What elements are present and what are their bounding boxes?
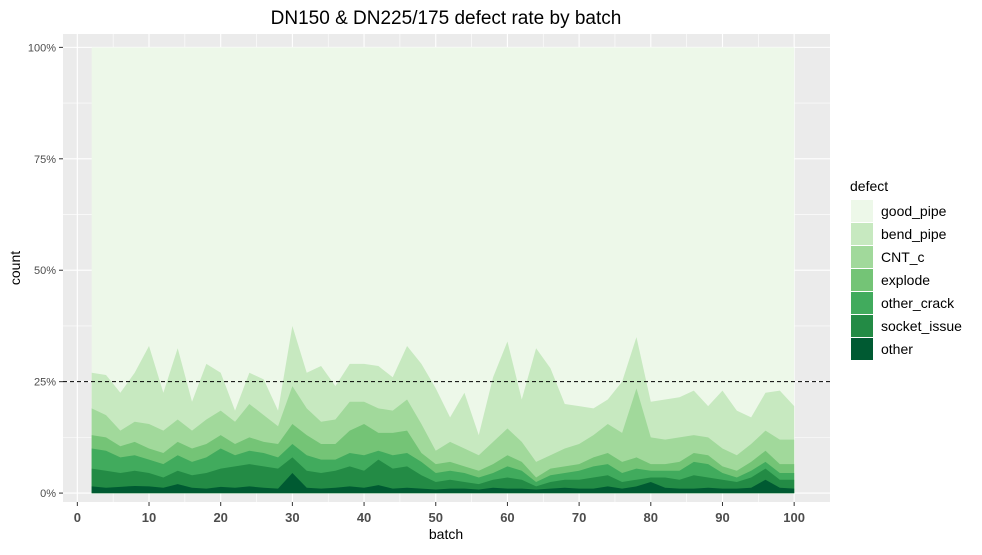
x-tick-label: 0 xyxy=(74,510,81,525)
x-tick-label: 20 xyxy=(213,510,227,525)
legend-swatch-other xyxy=(851,338,873,360)
y-tick-label: 25% xyxy=(34,377,56,389)
legend-swatch-socket-issue xyxy=(851,315,873,337)
legend-title: defect xyxy=(850,178,888,194)
area-socket-issue xyxy=(91,457,795,494)
y-axis-label: count xyxy=(7,251,23,285)
legend-label-good-pipe: good_pipe xyxy=(881,203,947,219)
y-tick-label: 0% xyxy=(40,488,56,500)
x-tick-label: 30 xyxy=(285,510,299,525)
legend-swatch-CNT-c xyxy=(851,246,873,268)
x-tick-label: 60 xyxy=(500,510,514,525)
legend-label-CNT-c: CNT_c xyxy=(881,249,925,265)
legend-swatch-bend-pipe xyxy=(851,223,873,245)
legend-label-socket-issue: socket_issue xyxy=(881,318,962,334)
y-tick-label: 75% xyxy=(34,154,56,166)
chart-title: DN150 & DN225/175 defect rate by batch xyxy=(271,8,622,29)
axis-layer: 0 10 20 30 40 50 60 70 80 90 100 0% 25% 50% 75% 100% xyxy=(28,42,805,525)
legend-label-other: other xyxy=(881,341,913,357)
legend-swatch-explode xyxy=(851,269,873,291)
x-tick-label: 40 xyxy=(357,510,371,525)
legend-label-explode: explode xyxy=(881,272,930,288)
legend-label-bend-pipe: bend_pipe xyxy=(881,226,947,242)
area-layer xyxy=(91,47,795,494)
x-tick-label: 80 xyxy=(644,510,658,525)
x-tick-label: 90 xyxy=(715,510,729,525)
y-tick-label: 100% xyxy=(28,42,56,54)
x-tick-label: 50 xyxy=(429,510,443,525)
x-tick-label: 100 xyxy=(783,510,805,525)
x-tick-label: 70 xyxy=(572,510,586,525)
area-other xyxy=(91,473,795,494)
x-axis-label: batch xyxy=(429,526,463,542)
legend-label-other-crack: other_crack xyxy=(881,295,955,311)
legend-swatch-good-pipe xyxy=(851,200,873,222)
x-tick-label: 10 xyxy=(142,510,156,525)
legend-swatch-other-crack xyxy=(851,292,873,314)
y-tick-label: 50% xyxy=(34,265,56,277)
